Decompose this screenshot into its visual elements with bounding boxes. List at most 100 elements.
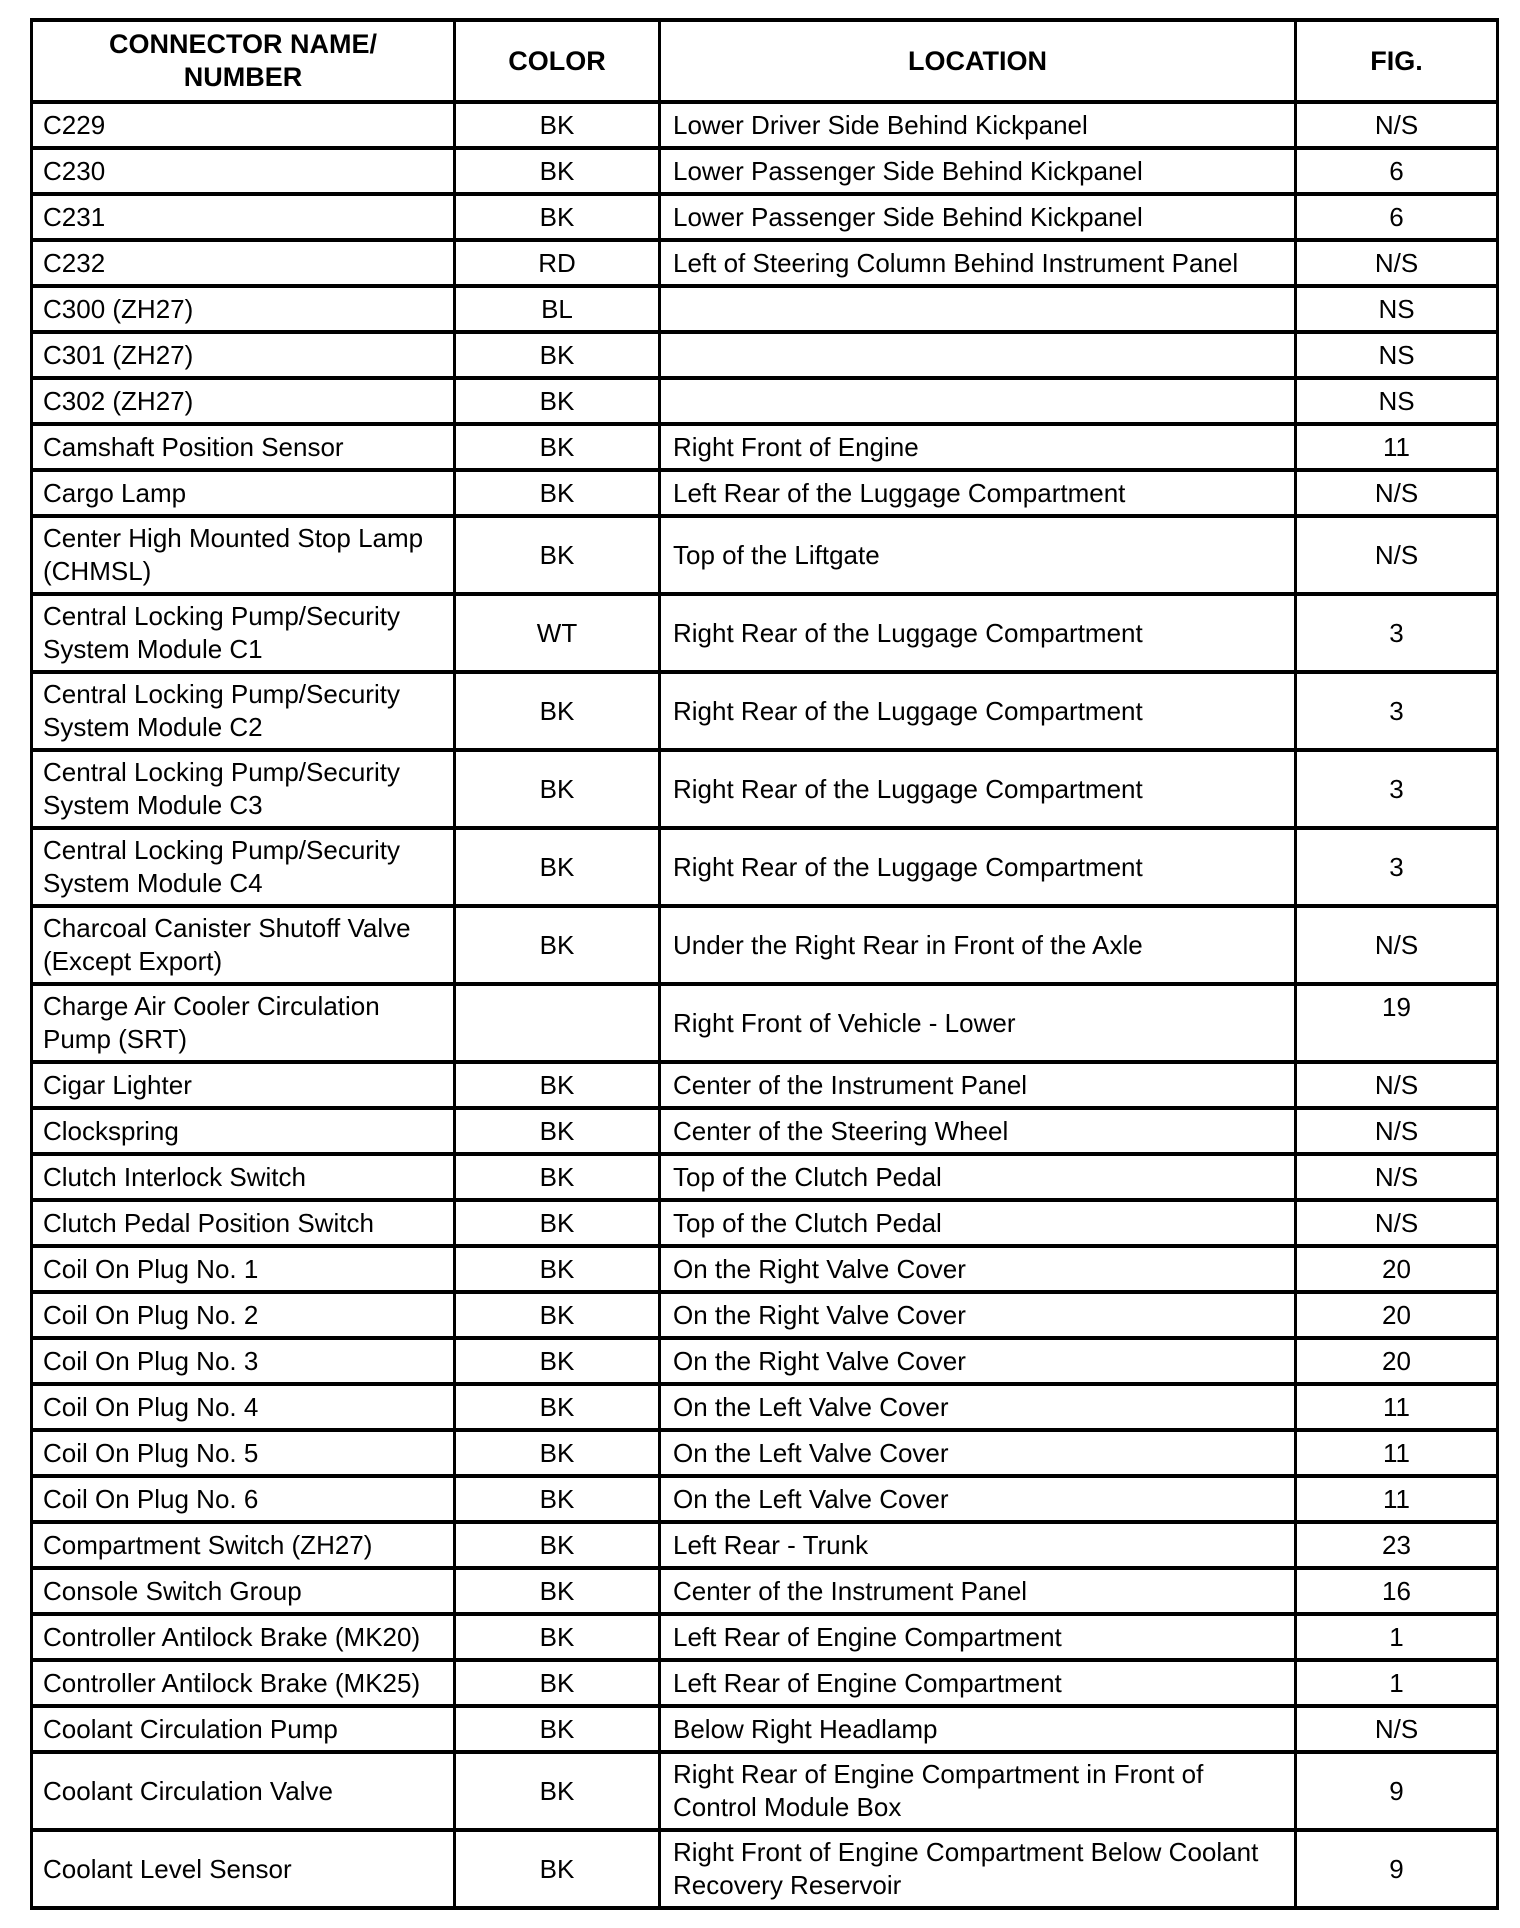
color-cell: BK: [453, 422, 661, 472]
table-row: Compartment Switch (ZH27) BK Left Rear -…: [30, 1520, 1499, 1570]
location-cell: On the Left Valve Cover: [658, 1428, 1297, 1478]
color-cell: BK: [453, 100, 661, 150]
color-cell: BK: [453, 330, 661, 380]
location-cell: Top of the Liftgate: [658, 514, 1297, 596]
connector-name-cell: Coil On Plug No. 5: [30, 1428, 456, 1478]
table-row: C302 (ZH27) BK NS: [30, 376, 1499, 426]
connector-name-cell: C229: [30, 100, 456, 150]
color-cell: BK: [453, 1152, 661, 1202]
header-row: CONNECTOR NAME/ NUMBER COLOR LOCATION FI…: [30, 18, 1499, 104]
location-cell: Right Rear of the Luggage Compartment: [658, 670, 1297, 752]
column-header-connector-name: CONNECTOR NAME/ NUMBER: [30, 18, 456, 104]
color-cell: BK: [453, 1382, 661, 1432]
connector-name-cell: Center High Mounted Stop Lamp (CHMSL): [30, 514, 456, 596]
color-cell: BK: [453, 1336, 661, 1386]
header-line: NUMBER: [183, 62, 303, 92]
fig-cell: 9: [1294, 1828, 1499, 1910]
connector-name-cell: Coil On Plug No. 1: [30, 1244, 456, 1294]
connector-name-cell: Compartment Switch (ZH27): [30, 1520, 456, 1570]
connector-name-cell: Coil On Plug No. 4: [30, 1382, 456, 1432]
location-cell: Center of the Steering Wheel: [658, 1106, 1297, 1156]
color-cell: BK: [453, 748, 661, 830]
fig-cell: N/S: [1294, 468, 1499, 518]
table-row: Central Locking Pump/Security System Mod…: [30, 826, 1499, 908]
color-cell: RD: [453, 238, 661, 288]
connector-name-cell: Controller Antilock Brake (MK25): [30, 1658, 456, 1708]
color-cell: WT: [453, 592, 661, 674]
connector-name-cell: C302 (ZH27): [30, 376, 456, 426]
table-row: Controller Antilock Brake (MK25) BK Left…: [30, 1658, 1499, 1708]
color-cell: BK: [453, 468, 661, 518]
table-row: Central Locking Pump/Security System Mod…: [30, 592, 1499, 674]
color-cell: BK: [453, 376, 661, 426]
connector-name-cell: Controller Antilock Brake (MK20): [30, 1612, 456, 1662]
location-cell: Left of Steering Column Behind Instrumen…: [658, 238, 1297, 288]
fig-cell: 16: [1294, 1566, 1499, 1616]
location-cell: Lower Passenger Side Behind Kickpanel: [658, 146, 1297, 196]
table-row: Coil On Plug No. 3 BK On the Right Valve…: [30, 1336, 1499, 1386]
fig-cell: 1: [1294, 1658, 1499, 1708]
color-cell: BK: [453, 1704, 661, 1754]
table-row: Coil On Plug No. 5 BK On the Left Valve …: [30, 1428, 1499, 1478]
connector-name-cell: Coil On Plug No. 3: [30, 1336, 456, 1386]
location-cell: Below Right Headlamp: [658, 1704, 1297, 1754]
color-cell: BK: [453, 1520, 661, 1570]
color-cell: BK: [453, 146, 661, 196]
fig-cell: NS: [1294, 376, 1499, 426]
location-cell: Lower Passenger Side Behind Kickpanel: [658, 192, 1297, 242]
connector-name-cell: Clockspring: [30, 1106, 456, 1156]
table-row: Charcoal Canister Shutoff Valve (Except …: [30, 904, 1499, 986]
table-row: Coil On Plug No. 1 BK On the Right Valve…: [30, 1244, 1499, 1294]
table-row: Center High Mounted Stop Lamp (CHMSL) BK…: [30, 514, 1499, 596]
location-cell: Right Rear of Engine Compartment in Fron…: [658, 1750, 1297, 1832]
fig-cell: 6: [1294, 192, 1499, 242]
location-cell: Right Rear of the Luggage Compartment: [658, 826, 1297, 908]
fig-cell: N/S: [1294, 100, 1499, 150]
location-cell: [658, 284, 1297, 334]
fig-cell: 11: [1294, 1474, 1499, 1524]
table-row: Coolant Level Sensor BK Right Front of E…: [30, 1828, 1499, 1910]
color-cell: BK: [453, 1060, 661, 1110]
color-cell: BK: [453, 1428, 661, 1478]
connector-name-cell: Clutch Interlock Switch: [30, 1152, 456, 1202]
fig-cell: 11: [1294, 422, 1499, 472]
connector-table-body: C229 BK Lower Driver Side Behind Kickpan…: [30, 100, 1499, 1910]
location-cell: Right Front of Vehicle - Lower: [658, 982, 1297, 1064]
color-cell: BK: [453, 904, 661, 986]
location-cell: On the Left Valve Cover: [658, 1382, 1297, 1432]
table-row: Console Switch Group BK Center of the In…: [30, 1566, 1499, 1616]
connector-name-cell: Coolant Circulation Pump: [30, 1704, 456, 1754]
fig-cell: 23: [1294, 1520, 1499, 1570]
connector-name-cell: Cigar Lighter: [30, 1060, 456, 1110]
table-row: Clutch Interlock Switch BK Top of the Cl…: [30, 1152, 1499, 1202]
location-cell: Left Rear of Engine Compartment: [658, 1612, 1297, 1662]
table-row: Cargo Lamp BK Left Rear of the Luggage C…: [30, 468, 1499, 518]
color-cell: BK: [453, 1244, 661, 1294]
header-line: COLOR: [508, 45, 606, 76]
location-cell: Right Rear of the Luggage Compartment: [658, 748, 1297, 830]
connector-name-cell: Console Switch Group: [30, 1566, 456, 1616]
fig-cell: N/S: [1294, 1060, 1499, 1110]
connector-name-cell: C232: [30, 238, 456, 288]
fig-cell: N/S: [1294, 514, 1499, 596]
color-cell: BK: [453, 1828, 661, 1910]
connector-name-cell: Coolant Level Sensor: [30, 1828, 456, 1910]
location-cell: On the Right Valve Cover: [658, 1244, 1297, 1294]
fig-cell: 3: [1294, 748, 1499, 830]
table-header: CONNECTOR NAME/ NUMBER COLOR LOCATION FI…: [30, 18, 1499, 104]
header-line: LOCATION: [908, 45, 1047, 76]
fig-cell: NS: [1294, 330, 1499, 380]
location-cell: Center of the Instrument Panel: [658, 1566, 1297, 1616]
location-cell: Lower Driver Side Behind Kickpanel: [658, 100, 1297, 150]
fig-cell: 6: [1294, 146, 1499, 196]
fig-cell: 3: [1294, 592, 1499, 674]
table-row: Coolant Circulation Pump BK Below Right …: [30, 1704, 1499, 1754]
color-cell: BK: [453, 1612, 661, 1662]
connector-location-table: CONNECTOR NAME/ NUMBER COLOR LOCATION FI…: [30, 18, 1499, 1910]
connector-name-cell: Cargo Lamp: [30, 468, 456, 518]
table-row: Clockspring BK Center of the Steering Wh…: [30, 1106, 1499, 1156]
connector-name-cell: Clutch Pedal Position Switch: [30, 1198, 456, 1248]
location-cell: Left Rear of Engine Compartment: [658, 1658, 1297, 1708]
connector-name-cell: Charcoal Canister Shutoff Valve (Except …: [30, 904, 456, 986]
